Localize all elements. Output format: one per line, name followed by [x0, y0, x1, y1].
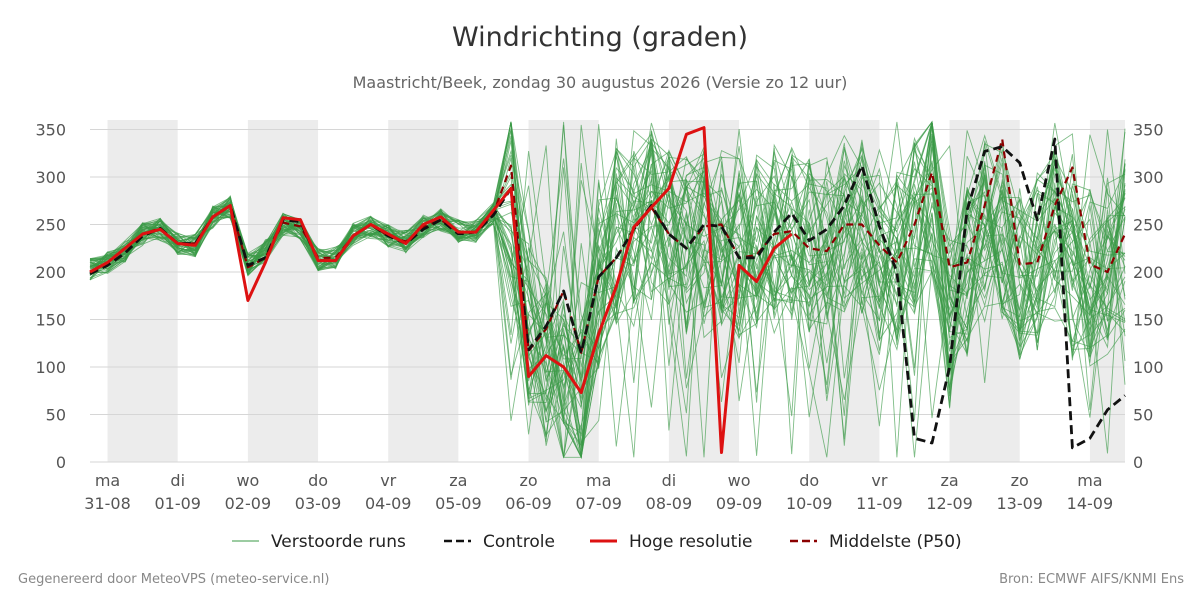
series-high-res	[89, 126, 793, 454]
y-tick-right-150: 150	[1133, 311, 1164, 330]
ensemble-member-48	[89, 130, 1126, 414]
footer-source: Bron: ECMWF AIFS/KNMI Ens	[999, 572, 1184, 587]
ensemble-member-34	[89, 124, 1126, 459]
x-tick-date-0: 31-08	[84, 494, 131, 513]
y-tick-left-150: 150	[35, 311, 66, 330]
y-tick-right-200: 200	[1133, 263, 1164, 282]
x-tick-date-5: 05-09	[435, 494, 482, 513]
plot-area	[89, 120, 1126, 459]
x-tick-date-13: 13-09	[996, 494, 1043, 513]
footer-generated-by: Gegenereerd door MeteoVPS (meteo-service…	[18, 572, 330, 587]
x-tick-date-9: 09-09	[716, 494, 763, 513]
y-tick-right-350: 350	[1133, 121, 1164, 140]
x-tick-date-14: 14-09	[1067, 494, 1114, 513]
y-tick-left-50: 50	[46, 406, 66, 425]
shade-day-2	[247, 120, 319, 462]
ensemble-member-47	[89, 152, 1126, 458]
y-tick-left-250: 250	[35, 216, 66, 235]
ensemble-member-50	[89, 134, 1126, 459]
x-tick-date-10: 10-09	[786, 494, 833, 513]
x-tick-date-7: 07-09	[575, 494, 622, 513]
x-tick-day-1: di	[170, 471, 185, 490]
chart-title: Windrichting (graden)	[451, 22, 749, 53]
legend-label-3: Middelste (P50)	[829, 532, 962, 552]
legend-label-1: Controle	[483, 532, 555, 552]
x-tick-day-11: vr	[871, 471, 887, 490]
legend: Verstoorde runs Controle Hoge resolutie Mid…	[232, 532, 962, 552]
y-tick-right-0: 0	[1133, 453, 1143, 472]
legend-label-2: Hoge resolutie	[629, 532, 753, 552]
x-tick-date-1: 01-09	[154, 494, 201, 513]
shade-day-0	[107, 120, 178, 462]
x-tick-date-6: 06-09	[505, 494, 552, 513]
y-tick-left-200: 200	[35, 263, 66, 282]
x-tick-day-9: wo	[728, 471, 751, 490]
x-tick-day-7: ma	[586, 471, 611, 490]
x-tick-day-8: di	[662, 471, 677, 490]
x-tick-day-4: vr	[380, 471, 396, 490]
shade-day-4	[388, 120, 459, 462]
x-tick-day-14: ma	[1077, 471, 1102, 490]
y-tick-right-300: 300	[1133, 168, 1164, 187]
x-tick-day-12: za	[940, 471, 958, 490]
y-tick-left-350: 350	[35, 121, 66, 140]
x-tick-day-5: za	[449, 471, 467, 490]
x-tick-day-2: wo	[236, 471, 259, 490]
ensemble-member-37	[89, 129, 1126, 381]
y-tick-right-50: 50	[1133, 406, 1153, 425]
x-tick-day-6: zo	[519, 471, 537, 490]
x-tick-date-12: 12-09	[926, 494, 973, 513]
y-tick-right-100: 100	[1133, 358, 1164, 377]
x-tick-date-11: 11-09	[856, 494, 903, 513]
x-tick-date-8: 08-09	[646, 494, 693, 513]
legend-label-0: Verstoorde runs	[271, 532, 406, 552]
y-tick-right-250: 250	[1133, 216, 1164, 235]
x-tick-date-3: 03-09	[295, 494, 342, 513]
y-axis-left: 0 50 100 150 200 250 300 350	[35, 121, 66, 473]
x-tick-day-13: zo	[1011, 471, 1029, 490]
y-tick-left-300: 300	[35, 168, 66, 187]
y-tick-left-100: 100	[35, 358, 66, 377]
x-tick-day-3: do	[308, 471, 328, 490]
x-tick-date-2: 02-09	[225, 494, 272, 513]
series-control	[89, 137, 1126, 450]
y-tick-left-0: 0	[56, 453, 66, 472]
x-tick-date-4: 04-09	[365, 494, 412, 513]
x-tick-day-10: do	[799, 471, 819, 490]
ensemble-member-46	[89, 121, 1126, 407]
x-axis: ma 31-08 di 01-09 wo 02-09 do 03-09 vr 04-09 za 05-…	[84, 471, 1113, 513]
chart-subtitle: Maastricht/Beek, zondag 30 augustus 2026…	[352, 73, 848, 92]
y-axis-right: 0 50 100 150 200 250 300 350	[1133, 121, 1164, 473]
x-tick-day-0: ma	[95, 471, 120, 490]
